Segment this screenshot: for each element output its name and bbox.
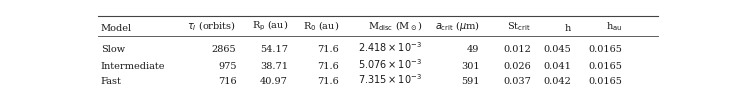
Text: 0.037: 0.037 <box>503 77 531 86</box>
Text: 0.0165: 0.0165 <box>589 77 622 86</box>
Text: R$_\mathrm{p}$ (au): R$_\mathrm{p}$ (au) <box>252 19 288 33</box>
Text: 0.012: 0.012 <box>503 45 531 54</box>
Text: 975: 975 <box>218 62 236 71</box>
Text: Fast: Fast <box>101 77 122 86</box>
Text: $a_\mathrm{crit}$ ($\mu$m): $a_\mathrm{crit}$ ($\mu$m) <box>435 19 480 33</box>
Text: 591: 591 <box>461 77 480 86</box>
Text: $\tau_I$ (orbits): $\tau_I$ (orbits) <box>187 19 236 33</box>
Text: $5.076 \times 10^{-3}$: $5.076 \times 10^{-3}$ <box>359 57 422 71</box>
Text: Model: Model <box>101 24 132 33</box>
Text: h$_\mathrm{au}$: h$_\mathrm{au}$ <box>606 20 622 33</box>
Text: 301: 301 <box>461 62 480 71</box>
Text: 0.041: 0.041 <box>543 62 571 71</box>
Text: M$_\mathrm{disc}$ (M$_\odot$): M$_\mathrm{disc}$ (M$_\odot$) <box>368 19 422 33</box>
Text: 2865: 2865 <box>212 45 236 54</box>
Text: 71.6: 71.6 <box>317 62 339 71</box>
Text: 0.042: 0.042 <box>543 77 571 86</box>
Text: Intermediate: Intermediate <box>101 62 165 71</box>
Text: 0.045: 0.045 <box>543 45 571 54</box>
Text: h: h <box>565 24 571 33</box>
Text: 40.97: 40.97 <box>260 77 288 86</box>
Text: 0.0165: 0.0165 <box>589 45 622 54</box>
Text: R$_0$ (au): R$_0$ (au) <box>303 19 339 33</box>
Text: 0.026: 0.026 <box>503 62 531 71</box>
Text: 716: 716 <box>218 77 236 86</box>
Text: St$_\mathrm{crit}$: St$_\mathrm{crit}$ <box>507 20 531 33</box>
Text: $7.315 \times 10^{-3}$: $7.315 \times 10^{-3}$ <box>359 73 422 86</box>
Text: 38.71: 38.71 <box>260 62 288 71</box>
Text: 0.0165: 0.0165 <box>589 62 622 71</box>
Text: $2.418 \times 10^{-3}$: $2.418 \times 10^{-3}$ <box>359 40 422 54</box>
Text: Slow: Slow <box>101 45 125 54</box>
Text: 71.6: 71.6 <box>317 77 339 86</box>
Text: 49: 49 <box>467 45 480 54</box>
Text: 71.6: 71.6 <box>317 45 339 54</box>
Text: 54.17: 54.17 <box>260 45 288 54</box>
